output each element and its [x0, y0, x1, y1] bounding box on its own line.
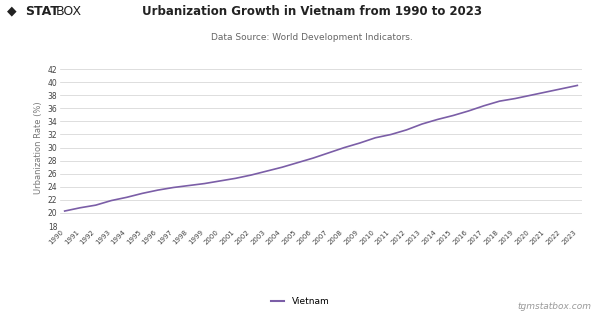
Text: tgmstatbox.com: tgmstatbox.com — [517, 302, 591, 311]
Y-axis label: Urbanization Rate (%): Urbanization Rate (%) — [34, 101, 43, 194]
Text: Urbanization Growth in Vietnam from 1990 to 2023: Urbanization Growth in Vietnam from 1990… — [142, 5, 482, 18]
Text: BOX: BOX — [56, 5, 82, 18]
Legend: Vietnam: Vietnam — [271, 297, 329, 306]
Text: Data Source: World Development Indicators.: Data Source: World Development Indicator… — [211, 33, 413, 42]
Text: STAT: STAT — [25, 5, 59, 18]
Text: ◆: ◆ — [7, 5, 17, 18]
